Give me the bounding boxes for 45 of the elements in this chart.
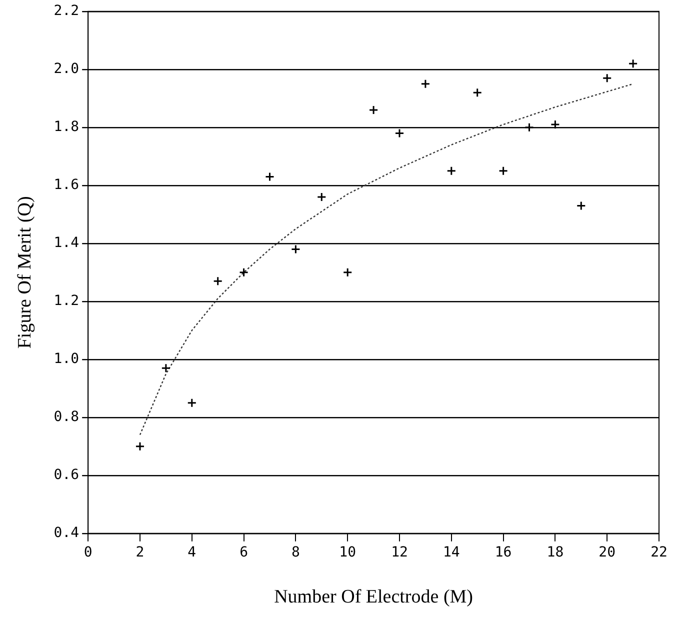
y-tick-label: 1.8 bbox=[54, 119, 80, 136]
x-tick-label: 0 bbox=[84, 544, 92, 560]
point bbox=[524, 122, 534, 132]
x-tick-label: 8 bbox=[291, 544, 300, 560]
point bbox=[550, 120, 560, 130]
point bbox=[264, 172, 274, 182]
y-tick-label: 2.2 bbox=[54, 3, 80, 20]
x-tick-label: 20 bbox=[598, 544, 616, 560]
y-tick-label: 1.2 bbox=[54, 293, 80, 310]
y-tick-label: 0.4 bbox=[54, 525, 80, 542]
x-tick-label: 4 bbox=[188, 544, 196, 560]
x-tick-label: 18 bbox=[546, 544, 564, 560]
y-axis-title: Figure Of Merit (Q) bbox=[14, 196, 36, 349]
y-tick-label: 1.6 bbox=[54, 177, 80, 194]
x-tick-label: 16 bbox=[494, 544, 512, 560]
y-tick-label: 0.6 bbox=[54, 467, 80, 484]
point bbox=[161, 363, 171, 373]
point bbox=[239, 268, 249, 278]
point bbox=[394, 128, 404, 138]
point bbox=[628, 58, 638, 68]
line-series bbox=[139, 83, 634, 436]
point bbox=[187, 398, 197, 408]
x-tick-label: 22 bbox=[650, 544, 668, 560]
y-tick-label: 1.0 bbox=[54, 351, 80, 368]
point bbox=[342, 268, 352, 278]
point bbox=[498, 166, 508, 176]
point bbox=[135, 442, 145, 452]
point bbox=[576, 200, 586, 210]
x-tick-label: 2 bbox=[136, 544, 144, 560]
point bbox=[290, 244, 300, 254]
x-tick-label: 10 bbox=[339, 544, 356, 560]
point bbox=[446, 166, 456, 176]
x-axis-title: Number Of Electrode (M) bbox=[274, 586, 473, 608]
point bbox=[316, 192, 326, 202]
y-tick-label: 2.0 bbox=[54, 61, 80, 78]
point bbox=[368, 105, 378, 115]
point bbox=[472, 88, 482, 98]
x-tick-label: 14 bbox=[442, 544, 460, 560]
point bbox=[420, 79, 430, 89]
y-tick-label: 1.4 bbox=[54, 235, 80, 252]
point bbox=[213, 276, 223, 286]
y-tick-label: 0.8 bbox=[54, 409, 80, 426]
point bbox=[602, 73, 612, 83]
x-tick-label: 12 bbox=[391, 544, 408, 560]
x-tick-label: 6 bbox=[240, 544, 248, 560]
